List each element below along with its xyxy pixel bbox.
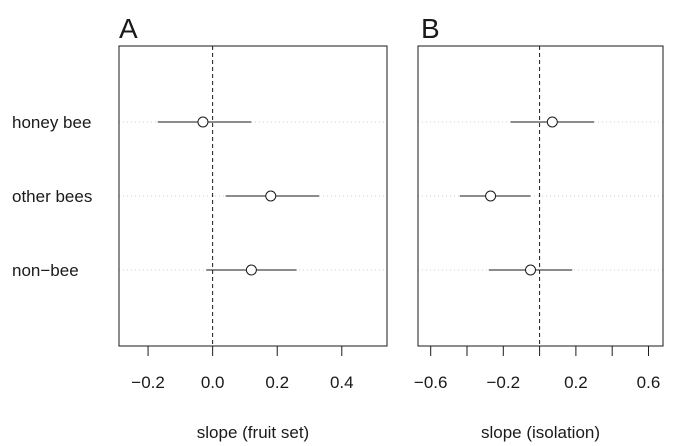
x-tick-label: 0.0 [201, 373, 225, 392]
plot-frame [118, 45, 388, 347]
chart-panel-b: B −0.6 −0.2 0.2 0.6 slope (isolation) [414, 13, 664, 442]
point-estimate [197, 116, 209, 128]
x-axis-title: slope (isolation) [481, 423, 600, 442]
point-estimate [485, 190, 497, 202]
panel-letter: B [421, 13, 440, 44]
x-tick-label: 0.6 [637, 373, 661, 392]
plot-frame [417, 45, 664, 347]
x-tick-label: −0.6 [414, 373, 448, 392]
category-label: other bees [12, 187, 92, 206]
point-estimate [546, 116, 558, 128]
category-label: non−bee [12, 261, 79, 280]
category-label: honey bee [12, 113, 91, 132]
x-tick-label: 0.2 [564, 373, 588, 392]
panel-letter: A [119, 13, 138, 44]
x-tick-label: −0.2 [131, 373, 165, 392]
x-tick-label: 0.4 [330, 373, 354, 392]
x-tick-label: 0.2 [265, 373, 289, 392]
x-axis-title: slope (fruit set) [197, 423, 309, 442]
point-estimate [265, 190, 277, 202]
point-estimate [245, 264, 257, 276]
point-estimate [525, 264, 537, 276]
x-tick-label: −0.2 [487, 373, 521, 392]
